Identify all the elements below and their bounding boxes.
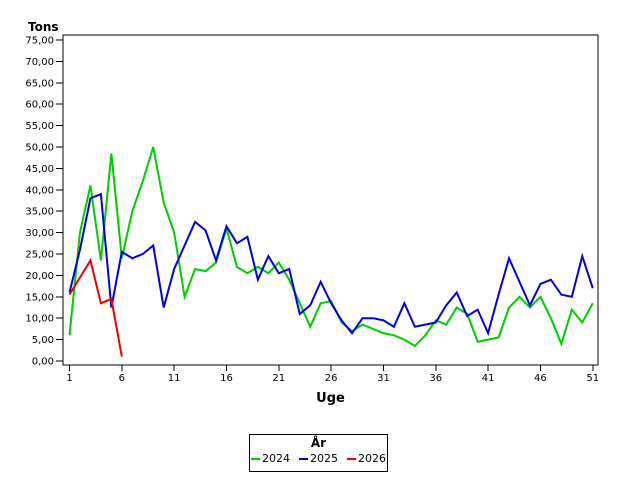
legend-item-2026: 2026 [347, 452, 386, 466]
y-tick-label: 70,00 [25, 57, 54, 68]
y-tick-label: 40,00 [25, 185, 54, 196]
y-tick-label: 30,00 [25, 228, 54, 239]
plot-border [62, 34, 599, 366]
legend-item-2025: 2025 [299, 452, 338, 466]
legend-label-2025: 2025 [310, 452, 338, 465]
x-tick-label: 16 [220, 373, 233, 384]
y-tick-label: 35,00 [25, 207, 54, 218]
y-tick-label: 55,00 [25, 121, 54, 132]
legend-box: År 2024 2025 2026 [249, 434, 388, 472]
y-tick-label: 10,00 [25, 314, 54, 325]
series-2025-line [68, 192, 594, 337]
series-2024-line [68, 146, 594, 348]
legend-label-2026: 2026 [358, 452, 386, 465]
x-tick-label: 26 [325, 373, 338, 384]
y-tick-label: 65,00 [25, 78, 54, 89]
x-tick-label: 6 [119, 373, 125, 384]
y-tick-label: 25,00 [25, 250, 54, 261]
x-tick-label: 46 [534, 373, 547, 384]
y-tick-label: 5,00 [32, 335, 54, 346]
legend-item-2024: 2024 [251, 452, 290, 466]
legend-items: 2024 2025 2026 [250, 452, 387, 466]
x-tick-label: 31 [377, 373, 390, 384]
x-tick-label: 36 [429, 373, 442, 384]
y-tick-label: 15,00 [25, 292, 54, 303]
y-tick-label: 75,00 [25, 36, 54, 47]
legend-title: År [310, 436, 327, 450]
x-tick-label: 21 [272, 373, 285, 384]
series-2026-swatch-icon [347, 458, 356, 460]
y-tick-label: 50,00 [25, 143, 54, 154]
series-2025-swatch-icon [299, 458, 308, 460]
y-tick-label: 20,00 [25, 271, 54, 282]
y-axis-title: Tons [28, 20, 59, 34]
y-tick-label: 60,00 [25, 100, 54, 111]
x-tick-label: 41 [482, 373, 495, 384]
series-2024-swatch-icon [251, 458, 260, 460]
x-tick-label: 1 [66, 373, 72, 384]
legend-label-2024: 2024 [262, 452, 290, 465]
x-tick-label: 11 [168, 373, 181, 384]
y-tick-label: 45,00 [25, 164, 54, 175]
y-tick-label: 0,00 [32, 357, 54, 368]
x-axis-title: Uge [316, 391, 345, 406]
x-tick-label: 51 [586, 373, 599, 384]
series-2026-line [68, 257, 123, 357]
